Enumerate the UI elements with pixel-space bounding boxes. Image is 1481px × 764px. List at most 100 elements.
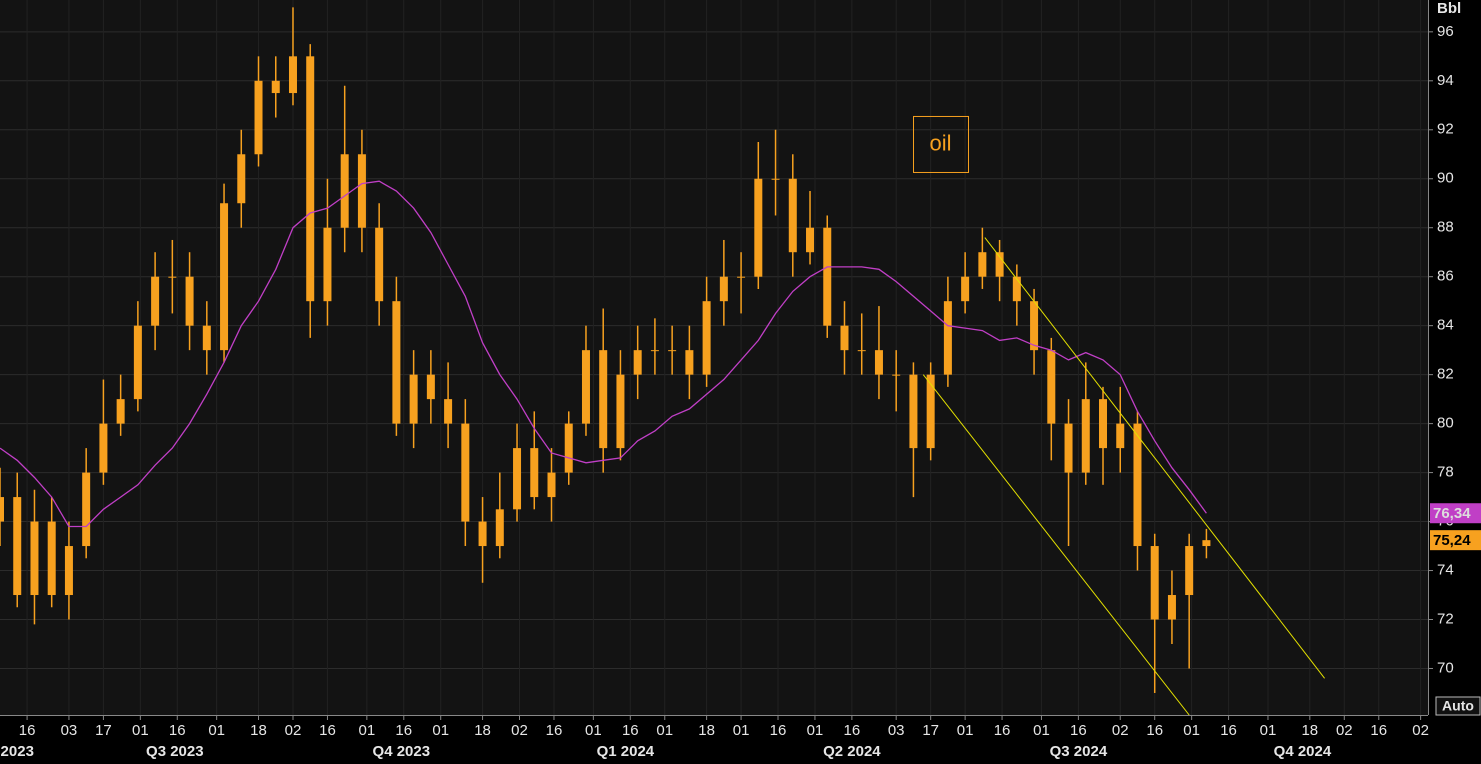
x-tick-label: 18 (474, 722, 491, 739)
candle-body (771, 178, 780, 180)
x-tick-label: 16 (770, 722, 787, 739)
x-tick-label: 16 (994, 722, 1011, 739)
annotation-box (913, 115, 970, 173)
candle-body (202, 325, 211, 351)
candle-body (306, 56, 315, 302)
last-value-tag (1430, 503, 1481, 524)
candle-body (547, 472, 556, 498)
candle-body (168, 276, 177, 278)
x-tick-label: 18 (250, 722, 267, 739)
y-tick-label: 94 (1437, 72, 1454, 89)
y-tick-label: 90 (1437, 170, 1454, 187)
candle-body (185, 276, 194, 326)
x-tick-label: 03 (61, 722, 78, 739)
x-tick-label: 02 (1412, 722, 1429, 739)
auto-button[interactable] (1435, 696, 1481, 716)
candle-body (99, 423, 108, 473)
x-tick-label: 01 (656, 722, 673, 739)
candle-body (581, 350, 590, 424)
x-tick-label: 16 (1146, 722, 1163, 739)
x-tick-label: 18 (1301, 722, 1318, 739)
candle-body (340, 154, 349, 228)
x-tick-label: 16 (19, 722, 36, 739)
candle-body (323, 227, 332, 302)
y-tick-label: 88 (1437, 219, 1454, 236)
candle-body (513, 448, 522, 510)
x-axis-band (0, 715, 1481, 764)
x-tick-label: 17 (95, 722, 112, 739)
candle-body (1185, 546, 1194, 596)
candle-body (823, 227, 832, 326)
candle-body (254, 80, 263, 155)
candle-body (1047, 350, 1056, 424)
candle-body (1064, 423, 1073, 473)
x-tick-label: 02 (285, 722, 302, 739)
x-tick-label: 01 (132, 722, 149, 739)
candle-body (1030, 301, 1039, 351)
x-tick-label: 02 (511, 722, 528, 739)
candle-body (719, 276, 728, 302)
candle-body (1167, 595, 1176, 620)
candle-body (357, 154, 366, 228)
candle-body (409, 374, 418, 424)
x-tick-label: 02 (1112, 722, 1129, 739)
y-tick-label: 78 (1437, 464, 1454, 481)
x-tick-label: 01 (432, 722, 449, 739)
candle-body (892, 374, 901, 376)
y-tick-label: 82 (1437, 366, 1454, 383)
candle-body (840, 325, 849, 351)
x-tick-label: 16 (319, 722, 336, 739)
candle-body (288, 56, 297, 94)
trend-line (922, 374, 1190, 715)
candle-body (30, 521, 39, 596)
candle-body (1150, 546, 1159, 620)
y-tick-label: 96 (1437, 23, 1454, 40)
candle-body (926, 374, 935, 449)
x-tick-label: 16 (546, 722, 563, 739)
candle-body (444, 399, 453, 424)
candle-body (754, 178, 763, 277)
y-tick-label: 84 (1437, 317, 1454, 334)
quarter-label: Q1 2024 (597, 743, 655, 760)
candle-body (806, 227, 815, 253)
candle-body (737, 276, 746, 278)
candle-body (650, 350, 659, 352)
candle-body (271, 80, 280, 94)
x-tick-label: 01 (807, 722, 824, 739)
x-tick-label: 16 (169, 722, 186, 739)
last-value-label: 76,34 (1433, 505, 1471, 522)
moving-average-line (0, 180, 1207, 528)
candle-body (82, 472, 91, 547)
candle-body (392, 301, 401, 424)
y-tick-label: 72 (1437, 610, 1454, 627)
candle-body (1116, 423, 1125, 449)
x-tick-label: 16 (1070, 722, 1087, 739)
unit-label: Bbl (1437, 0, 1461, 17)
x-tick-label: 01 (1183, 722, 1200, 739)
candle-body (874, 350, 883, 375)
x-tick-label: 01 (1260, 722, 1277, 739)
quarter-label: Q3 2023 (146, 743, 204, 760)
x-tick-label: 17 (922, 722, 939, 739)
x-tick-label: 16 (1220, 722, 1237, 739)
last-value-tag (1430, 530, 1481, 551)
candle-body (1081, 399, 1090, 473)
candle-body (599, 350, 608, 449)
plot-background (0, 0, 1428, 715)
candle-body (495, 509, 504, 547)
candle-body (788, 178, 797, 253)
quarter-label: Q2 2024 (823, 743, 881, 760)
candle-body (616, 374, 625, 449)
y-tick-label: 86 (1437, 268, 1454, 285)
candle-body (702, 301, 711, 375)
x-tick-label: 01 (1033, 722, 1050, 739)
annotation-text: oil (930, 130, 952, 155)
x-tick-label: 16 (1370, 722, 1387, 739)
candle-body (633, 350, 642, 375)
candle-body (151, 276, 160, 326)
candle-body (237, 154, 246, 204)
x-tick-label: 03 (888, 722, 905, 739)
candle-body (47, 521, 56, 596)
auto-button-label[interactable]: Auto (1442, 698, 1474, 714)
y-tick-label: 80 (1437, 415, 1454, 432)
